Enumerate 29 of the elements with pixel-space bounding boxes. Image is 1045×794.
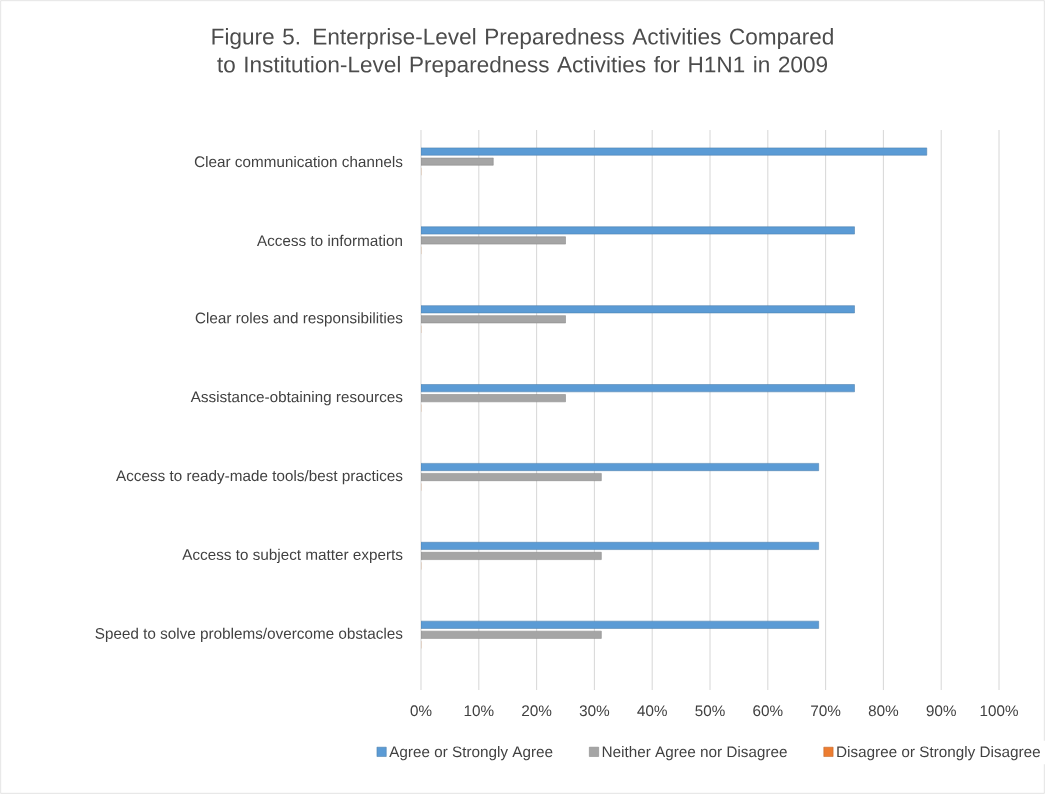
x-tick-label: 80% [868,705,899,717]
y-tick-label: Clear roles and responsibilities [195,312,403,327]
y-tick-label: Speed to solve problems/overcome obstacles [95,627,403,642]
bar [421,541,819,550]
x-tick-label: 30% [579,705,610,717]
y-tick-label: Access to information [256,234,402,247]
legend-label: Disagree or Strongly Disagree [837,745,1040,761]
bar [421,305,855,314]
y-tick-label: Clear communication channels [194,155,403,168]
x-tick-label: 100% [980,705,1018,717]
legend-label: Agree or Strongly Agree [389,745,553,761]
bar [421,384,855,393]
x-tick-label: 20% [522,705,552,717]
x-tick-label: 70% [811,705,841,717]
bar [421,620,819,629]
bar [421,463,819,471]
bar [421,147,928,156]
bar [421,226,855,235]
y-tick-label: Access to ready-made tools/best practices [116,469,403,485]
legend-label: Neither Agree nor Disagree [602,745,787,761]
x-tick-label: 10% [464,705,494,717]
y-tick-label: Assistance-obtaining resources [190,391,403,406]
chart-title: Figure 5. Enterprise-Level Preparedness Activities Compared to Institution-Level Preparedness Activities for H1N1 in 2009 [212,28,833,77]
x-tick-label: 60% [753,705,783,717]
x-tick-label: 50% [695,705,725,717]
x-tick-label: 0% [410,705,432,717]
x-tick-label: 90% [926,705,956,717]
x-tick-label: 40% [637,705,667,717]
y-tick-label: Access to subject matter experts [182,548,403,564]
